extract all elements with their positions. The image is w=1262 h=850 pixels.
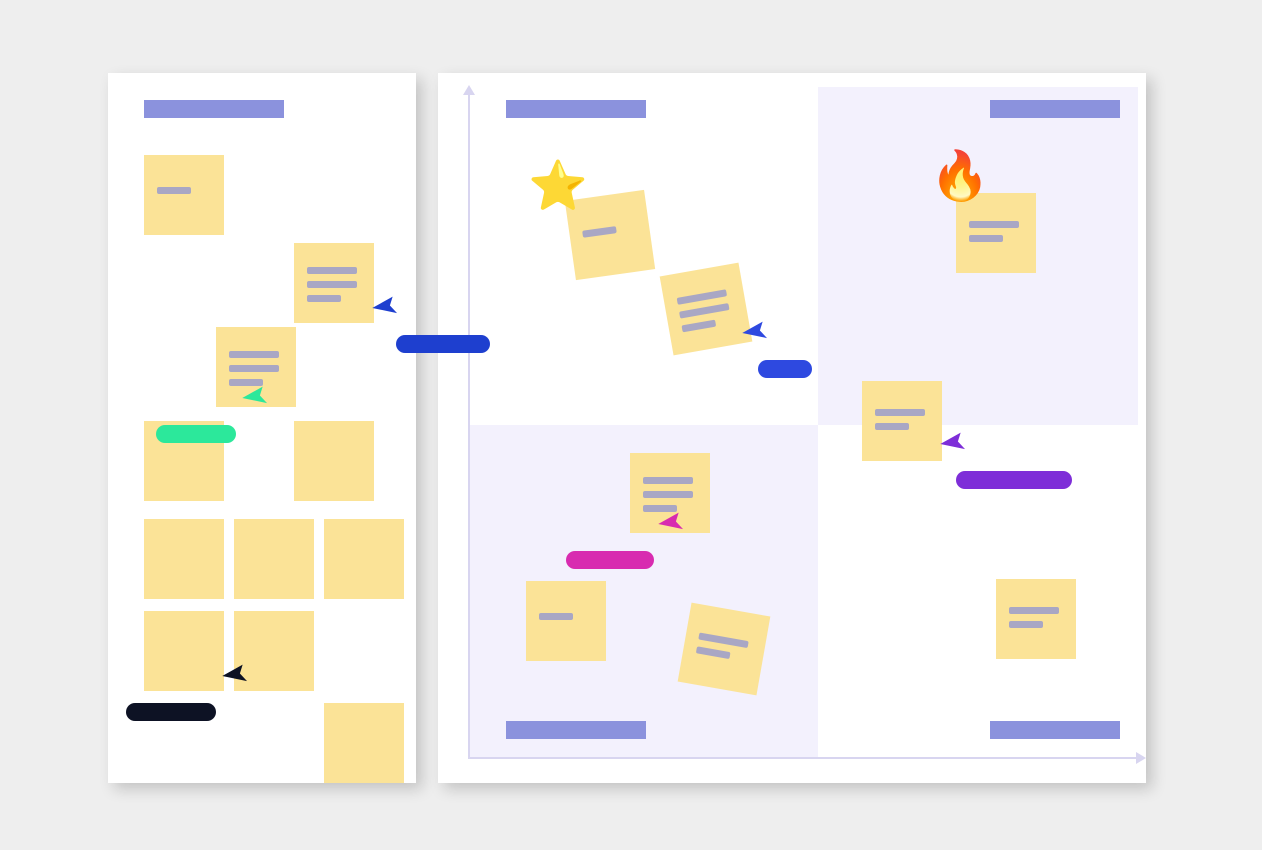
- sticky-note[interactable]: [996, 579, 1076, 659]
- backlog-header: [144, 100, 284, 118]
- matrix-header-top-right: [990, 100, 1120, 118]
- sticky-text-line: [539, 613, 573, 620]
- matrix-header-top-left: [506, 100, 646, 118]
- collaborator-label: [156, 425, 236, 443]
- priority-matrix-panel: ⭐🔥: [438, 73, 1146, 783]
- collaborator-label: [396, 335, 490, 353]
- collaborator-label: [126, 703, 216, 721]
- collaborator-label: [566, 551, 654, 569]
- sticky-text-line: [229, 365, 279, 372]
- sticky-text-line: [1009, 621, 1043, 628]
- sticky-text-line: [696, 646, 731, 659]
- collaborator-cursor: [656, 521, 684, 554]
- sticky-text-line: [307, 281, 357, 288]
- sticky-text-line: [643, 477, 693, 484]
- sticky-note[interactable]: [678, 603, 771, 696]
- sticky-note[interactable]: [144, 155, 224, 235]
- sticky-note[interactable]: [862, 381, 942, 461]
- sticky-text-line: [677, 289, 727, 305]
- backlog-panel: [108, 73, 416, 783]
- sticky-note[interactable]: [956, 193, 1036, 273]
- fire-icon: 🔥: [930, 153, 990, 201]
- collaborator-cursor: [370, 305, 398, 338]
- collaborator-label: [956, 471, 1072, 489]
- sticky-note[interactable]: [234, 519, 314, 599]
- x-axis-arrow-icon: [1136, 752, 1146, 764]
- sticky-text-line: [307, 267, 357, 274]
- sticky-text-line: [681, 320, 716, 333]
- collaborator-label: [758, 360, 812, 378]
- sticky-text-line: [969, 221, 1019, 228]
- sticky-note[interactable]: [294, 243, 374, 323]
- sticky-text-line: [969, 235, 1003, 242]
- sticky-text-line: [157, 187, 191, 194]
- sticky-note[interactable]: [294, 421, 374, 501]
- sticky-text-line: [307, 295, 341, 302]
- collaborator-cursor: [240, 395, 268, 428]
- sticky-note[interactable]: [526, 581, 606, 661]
- sticky-note[interactable]: [324, 519, 404, 599]
- star-icon: ⭐: [528, 163, 588, 211]
- sticky-text-line: [1009, 607, 1059, 614]
- sticky-text-line: [875, 409, 925, 416]
- collaborator-cursor: [220, 673, 248, 706]
- collaborator-cursor: [938, 441, 966, 474]
- y-axis-arrow-icon: [463, 85, 475, 95]
- x-axis: [468, 757, 1138, 759]
- sticky-text-line: [643, 491, 693, 498]
- sticky-note[interactable]: [660, 263, 753, 356]
- sticky-text-line: [229, 351, 279, 358]
- sticky-note[interactable]: [144, 611, 224, 691]
- sticky-note[interactable]: [144, 519, 224, 599]
- sticky-note[interactable]: [324, 703, 404, 783]
- sticky-text-line: [698, 632, 748, 648]
- collaborator-cursor: [740, 330, 768, 363]
- sticky-text-line: [875, 423, 909, 430]
- matrix-header-bottom-left: [506, 721, 646, 739]
- matrix-header-bottom-right: [990, 721, 1120, 739]
- sticky-text-line: [582, 226, 617, 238]
- sticky-text-line: [679, 303, 729, 319]
- y-axis: [468, 87, 470, 757]
